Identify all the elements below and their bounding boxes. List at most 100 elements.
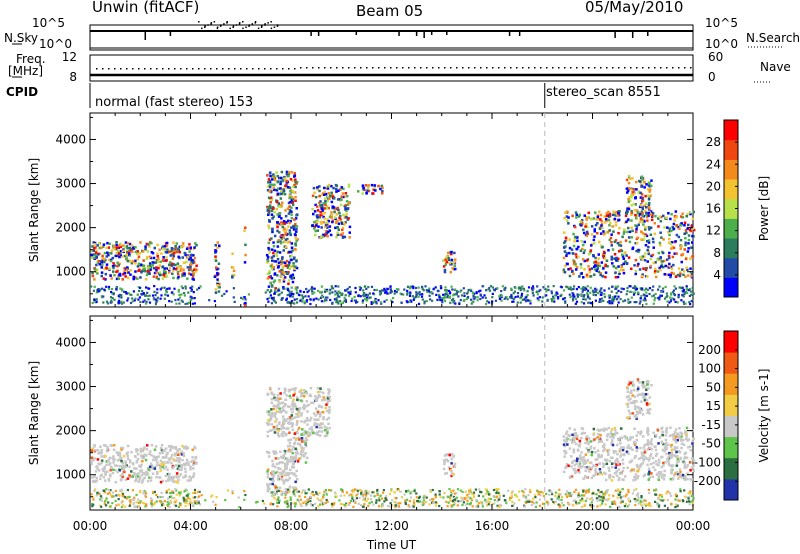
power-ground-cell xyxy=(688,301,691,304)
power-cell xyxy=(279,189,283,192)
power-cell xyxy=(643,186,646,189)
velocity-cell xyxy=(685,456,689,460)
velocity-cell xyxy=(124,460,127,463)
power-cell xyxy=(273,210,276,214)
power-cell xyxy=(339,218,342,221)
power-ground-cell xyxy=(611,298,614,301)
power-cell xyxy=(630,193,633,196)
power-ground-cell xyxy=(421,298,424,301)
power-cell xyxy=(372,192,375,195)
velocity-cell xyxy=(651,456,655,460)
nave-point xyxy=(210,68,212,70)
velocity-cell xyxy=(664,444,668,447)
power-ground-cell xyxy=(354,299,357,302)
nave-point xyxy=(324,67,326,69)
velocity-cell xyxy=(300,394,303,398)
velocity-cell xyxy=(188,475,191,478)
velocity-cell xyxy=(685,435,688,438)
power-ground-cell xyxy=(470,289,473,292)
power-cell xyxy=(616,241,620,245)
power-cell xyxy=(624,239,628,242)
power-ground-cell xyxy=(375,301,378,304)
power-cell xyxy=(324,192,328,196)
power-ground-cell xyxy=(418,293,421,296)
power-cell xyxy=(681,216,685,219)
power-cell xyxy=(631,177,634,180)
power-cell xyxy=(267,246,270,250)
power-cell xyxy=(326,187,330,190)
power-cell xyxy=(630,267,633,270)
power-cell xyxy=(183,261,186,265)
velocity-cell xyxy=(671,464,675,467)
velocity-cell xyxy=(689,469,692,472)
power-cell xyxy=(585,218,588,221)
velocity-cell xyxy=(145,473,149,477)
velocity-cell xyxy=(326,397,330,400)
velocity-cell xyxy=(161,479,165,483)
power-cell xyxy=(653,232,657,236)
power-ground-cell xyxy=(519,289,522,292)
power-cell xyxy=(243,229,246,232)
power-ground-cell xyxy=(498,295,501,298)
power-cell xyxy=(266,272,270,276)
power-ground-cell xyxy=(574,297,578,301)
power-cell xyxy=(574,262,577,266)
nsearch-point xyxy=(229,27,231,30)
velocity-cell xyxy=(282,426,286,430)
velocity-cell xyxy=(279,450,282,454)
power-cell xyxy=(101,257,105,260)
power-ground-cell xyxy=(571,294,574,297)
power-ground-cell xyxy=(138,296,141,299)
power-cell xyxy=(268,226,271,230)
velocity-cell xyxy=(170,444,173,448)
power-cell xyxy=(602,254,605,258)
velocity-cell xyxy=(278,471,282,475)
power-cell xyxy=(690,273,694,276)
power-ground-cell xyxy=(155,301,158,304)
power-cell xyxy=(650,254,653,258)
velocity-cell xyxy=(135,448,138,451)
velocity-panel-frame xyxy=(89,315,694,511)
power-cell xyxy=(603,215,606,218)
power-cell xyxy=(105,246,109,250)
power-cell xyxy=(289,178,293,181)
power-ground-cell xyxy=(671,291,675,294)
power-ground-cell xyxy=(514,295,517,299)
power-cell xyxy=(644,194,647,198)
power-cell xyxy=(610,255,613,259)
velocity-cell xyxy=(680,442,684,445)
velocity-cell xyxy=(112,444,116,447)
power-cell xyxy=(171,253,174,256)
velocity-cell xyxy=(672,437,675,441)
velocity-cell xyxy=(689,449,692,452)
nave-point xyxy=(396,67,398,69)
power-cell xyxy=(644,206,648,209)
power-cell xyxy=(188,243,191,246)
power-ground-cell xyxy=(163,286,166,289)
power-cell xyxy=(280,176,283,180)
power-cell xyxy=(153,271,157,275)
power-cell xyxy=(604,271,608,274)
velocity-cell xyxy=(266,392,269,396)
power-cell xyxy=(116,261,119,264)
power-cell xyxy=(668,233,671,237)
power-ground-cell xyxy=(662,287,665,290)
power-ground-cell xyxy=(90,285,93,288)
velocity-cell xyxy=(176,448,179,452)
power-cell xyxy=(668,265,671,268)
power-cell xyxy=(117,244,121,247)
power-cell xyxy=(281,271,285,274)
velocity-cell xyxy=(642,446,646,449)
power-ground-cell xyxy=(218,286,221,289)
power-cell xyxy=(218,244,221,247)
power-ground-cell xyxy=(143,299,146,302)
nave-point xyxy=(516,67,518,69)
power-ground-cell xyxy=(323,290,327,293)
power-cell xyxy=(631,247,634,251)
power-cell xyxy=(216,284,219,287)
velocity-cell xyxy=(159,466,162,469)
velocity-cell xyxy=(194,457,198,460)
power-ground-cell xyxy=(289,295,292,298)
velocity-cell xyxy=(655,452,659,456)
velocity-cell xyxy=(589,440,593,443)
